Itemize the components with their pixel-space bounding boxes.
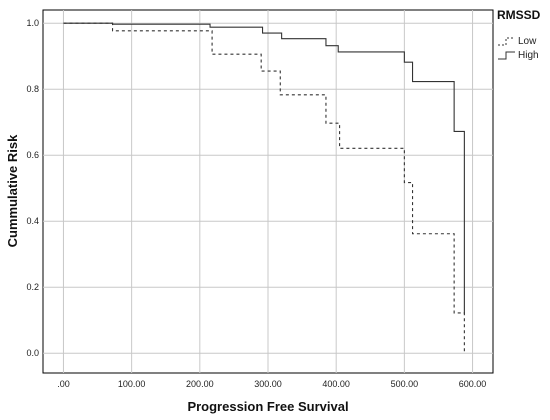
x-tick-label: 400.00 bbox=[322, 379, 350, 389]
legend-items: Low High bbox=[498, 36, 539, 61]
legend: RMSSD Low High bbox=[497, 8, 541, 61]
series-low-line bbox=[63, 22, 465, 354]
x-axis-title: Progression Free Survival bbox=[187, 399, 348, 414]
y-tick-label: 0.6 bbox=[26, 150, 39, 160]
y-axis-title: Cummulative Risk bbox=[5, 134, 20, 247]
x-gridlines bbox=[62, 10, 474, 373]
legend-label-high: High bbox=[518, 50, 539, 61]
x-tick-label: 300.00 bbox=[254, 379, 282, 389]
x-tick-labels: .00 100.00 200.00 300.00 400.00 500.00 600.00 bbox=[57, 379, 486, 389]
legend-item-high: High bbox=[498, 50, 539, 61]
y-tick-label: 0.4 bbox=[26, 216, 39, 226]
y-tick-label: 0.0 bbox=[26, 348, 39, 358]
legend-swatch-low bbox=[498, 37, 515, 46]
x-tick-label: 500.00 bbox=[391, 379, 419, 389]
y-tick-label: 0.8 bbox=[26, 84, 39, 94]
y-tick-label: 1.0 bbox=[26, 18, 39, 28]
x-tick-label: 200.00 bbox=[186, 379, 214, 389]
y-tick-label: 0.2 bbox=[26, 282, 39, 292]
series-layer bbox=[63, 22, 465, 354]
x-tick-label: 600.00 bbox=[459, 379, 487, 389]
y-gridlines bbox=[43, 22, 493, 354]
x-tick-label: 100.00 bbox=[118, 379, 146, 389]
series-high-line bbox=[63, 22, 465, 314]
legend-label-low: Low bbox=[518, 36, 537, 47]
legend-swatch-high bbox=[498, 51, 515, 60]
x-tick-label: .00 bbox=[57, 379, 70, 389]
y-tick-labels: 0.0 0.2 0.4 0.6 0.8 1.0 bbox=[26, 18, 39, 358]
legend-title: RMSSD bbox=[497, 8, 541, 22]
legend-item-low: Low bbox=[498, 36, 537, 47]
